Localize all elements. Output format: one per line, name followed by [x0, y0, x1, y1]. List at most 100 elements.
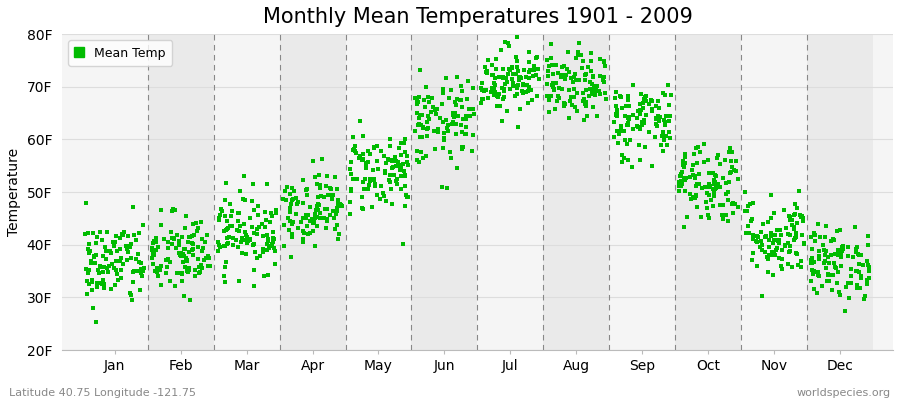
Point: [554, 74, 568, 80]
Point: [521, 84, 535, 90]
Point: [448, 110, 463, 116]
Point: [636, 120, 651, 126]
Point: [420, 126, 435, 132]
Point: [305, 158, 320, 164]
Point: [817, 247, 832, 254]
Point: [308, 174, 322, 180]
Point: [264, 243, 278, 250]
Point: [662, 118, 676, 124]
Point: [246, 242, 260, 248]
Point: [674, 183, 688, 189]
Point: [264, 210, 278, 216]
Point: [414, 149, 428, 155]
Point: [180, 268, 194, 275]
Point: [817, 260, 832, 266]
Point: [99, 256, 113, 262]
Point: [382, 156, 397, 163]
Point: [750, 238, 764, 245]
Point: [212, 242, 227, 248]
Point: [777, 207, 791, 213]
Point: [727, 166, 742, 173]
Point: [431, 126, 446, 132]
Point: [480, 68, 494, 74]
Point: [448, 99, 463, 106]
Point: [89, 280, 104, 286]
Point: [633, 110, 647, 117]
Point: [814, 234, 828, 240]
Point: [820, 278, 834, 284]
Point: [331, 199, 346, 205]
Point: [286, 218, 301, 225]
Point: [658, 119, 672, 126]
Point: [329, 205, 344, 212]
Point: [842, 294, 856, 301]
Point: [656, 148, 670, 154]
Point: [307, 243, 321, 249]
Point: [693, 149, 707, 155]
Point: [113, 246, 128, 252]
Point: [246, 181, 260, 187]
Point: [525, 97, 539, 104]
Point: [214, 206, 229, 212]
Point: [129, 237, 143, 243]
Point: [260, 181, 274, 187]
Point: [97, 285, 112, 291]
Point: [108, 238, 122, 245]
Point: [330, 198, 345, 205]
Point: [635, 122, 650, 128]
Point: [122, 244, 137, 250]
Point: [608, 112, 623, 119]
Point: [201, 252, 215, 259]
Point: [685, 167, 699, 173]
Point: [284, 201, 299, 208]
Point: [489, 66, 503, 72]
Point: [454, 128, 469, 135]
Point: [251, 224, 266, 230]
Point: [181, 269, 195, 276]
Point: [525, 96, 539, 103]
Point: [185, 247, 200, 254]
Point: [609, 112, 624, 118]
Point: [544, 93, 558, 100]
Point: [397, 168, 411, 174]
Point: [607, 134, 621, 140]
Point: [449, 131, 464, 137]
Point: [672, 173, 687, 179]
Point: [398, 202, 412, 209]
Point: [111, 277, 125, 284]
Point: [496, 75, 510, 82]
Point: [716, 202, 730, 208]
Point: [702, 180, 716, 187]
Point: [495, 66, 509, 72]
Point: [585, 80, 599, 87]
Point: [421, 113, 436, 120]
Point: [166, 236, 181, 242]
Point: [385, 201, 400, 207]
Point: [135, 222, 149, 228]
Point: [509, 34, 524, 40]
Point: [550, 97, 564, 104]
Point: [541, 68, 555, 74]
Point: [812, 272, 826, 279]
Point: [474, 96, 489, 102]
Point: [277, 187, 292, 194]
Point: [284, 220, 299, 227]
Point: [185, 240, 200, 247]
Point: [500, 108, 514, 114]
Point: [185, 240, 200, 246]
Point: [738, 208, 752, 214]
Point: [149, 268, 164, 275]
Point: [356, 133, 370, 139]
Point: [505, 65, 519, 72]
Point: [633, 156, 647, 163]
Point: [684, 195, 698, 202]
Point: [548, 80, 562, 86]
Point: [509, 91, 524, 98]
Point: [780, 261, 795, 267]
Point: [453, 96, 467, 103]
Point: [152, 264, 166, 271]
Point: [700, 156, 715, 163]
Point: [400, 192, 414, 198]
Point: [792, 211, 806, 218]
Point: [788, 211, 802, 217]
